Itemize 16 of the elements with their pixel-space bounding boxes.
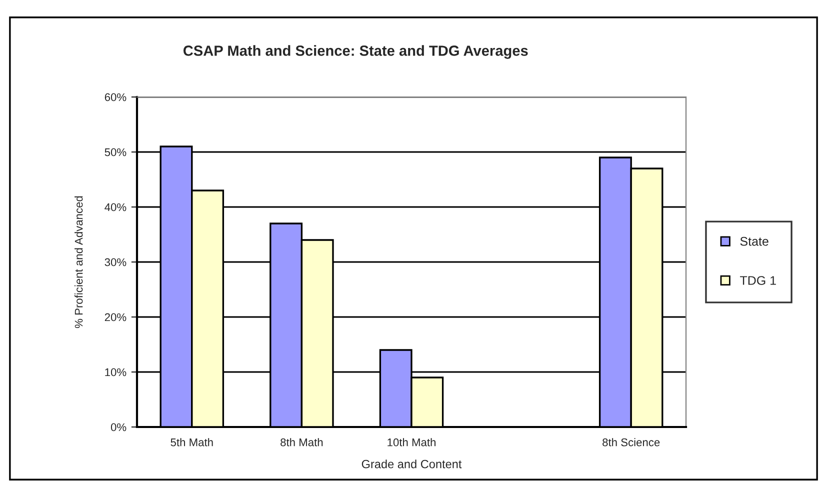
y-tick-label: 40% [104, 203, 126, 212]
y-tick-label: 0% [110, 423, 126, 432]
y-axis-title: % Proficient and Advanced [74, 196, 83, 328]
legend-label: State [740, 236, 768, 246]
y-tick-label: 50% [104, 148, 126, 156]
y-tick-label: 30% [104, 258, 126, 266]
y-tick-label: 10% [105, 368, 126, 376]
y-tick-label: 20% [104, 313, 126, 322]
legend-label: TDG 1 [740, 276, 776, 285]
x-tick-label: 10th Math [388, 438, 436, 446]
x-tick-label: 8th Science [602, 438, 660, 446]
x-tick-label: 5th Math [170, 438, 213, 446]
y-tick-label: 60% [104, 93, 126, 102]
x-tick-label: 8th Math [280, 438, 323, 446]
x-axis-title: Grade and Content [362, 460, 462, 468]
chart-title: CSAP Math and Science: State and TDG Averages [183, 45, 528, 59]
